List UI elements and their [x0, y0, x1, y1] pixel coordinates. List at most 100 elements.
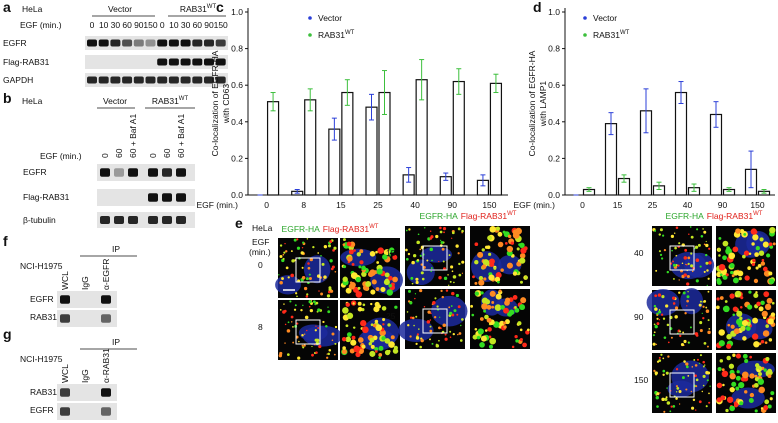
nucleus [420, 246, 453, 263]
signal-dot [416, 259, 420, 262]
signal-dot [705, 309, 710, 313]
label: Vector [103, 96, 127, 106]
signal-dot [445, 289, 449, 292]
signal-dot [295, 292, 298, 295]
signal-dot [297, 356, 301, 360]
signal-dot [764, 341, 768, 345]
signal-dot [661, 397, 665, 402]
signal-dot [358, 265, 362, 269]
signal-dot [708, 247, 711, 250]
signal-dot [752, 258, 756, 263]
signal-dot [300, 251, 304, 255]
label: 60 [122, 20, 132, 30]
signal-dot [440, 289, 443, 292]
signal-dot [751, 333, 759, 340]
signal-dot [729, 405, 735, 412]
signal-dot [748, 397, 754, 404]
signal-dot [329, 259, 333, 263]
signal-dot [703, 300, 707, 303]
blot-band [128, 216, 138, 224]
signal-dot [694, 374, 697, 378]
signal-dot [662, 373, 665, 376]
signal-dot [705, 261, 709, 265]
signal-dot [315, 341, 320, 346]
error-bar [456, 68, 462, 95]
signal-dot [345, 287, 352, 294]
signal-dot [702, 360, 706, 364]
signal-dot [342, 307, 349, 314]
signal-dot [755, 246, 760, 251]
signal-dot [658, 309, 661, 311]
signal-dot [748, 252, 752, 256]
signal-dot [730, 324, 735, 329]
signal-dot [307, 266, 311, 270]
label: 90 [448, 200, 458, 210]
signal-dot [672, 405, 676, 408]
signal-dot [407, 324, 410, 327]
signal-dot [461, 231, 463, 234]
signal-dot [678, 389, 682, 394]
signal-dot [753, 293, 759, 299]
signal-dot [667, 341, 670, 344]
label: Vector [108, 4, 132, 14]
signal-dot [719, 296, 724, 300]
signal-dot [694, 248, 696, 250]
signal-dot [452, 332, 455, 336]
signal-dot [426, 320, 431, 324]
signal-dot [701, 390, 703, 393]
blot-band [215, 58, 226, 66]
signal-dot [519, 328, 523, 332]
signal-dot [675, 385, 678, 388]
label: 15 [386, 248, 396, 258]
label: e [235, 215, 243, 231]
signal-dot [736, 370, 740, 374]
signal-dot [682, 291, 686, 295]
signal-dot [345, 302, 350, 307]
signal-dot [353, 249, 356, 252]
signal-dot [716, 297, 720, 301]
label: 150 [143, 20, 157, 30]
signal-dot [656, 360, 660, 363]
signal-dot [702, 305, 705, 308]
signal-dot [662, 234, 665, 237]
signal-dot [361, 265, 366, 271]
signal-dot [412, 254, 417, 258]
signal-dot [718, 340, 725, 347]
label: RAB31WT [593, 30, 630, 40]
label: 10 [169, 20, 179, 30]
signal-dot [314, 329, 317, 332]
signal-dot [290, 315, 294, 319]
signal-dot [359, 260, 364, 265]
signal-dot [674, 232, 676, 234]
signal-dot [735, 294, 738, 298]
label: NCI-H1975 [20, 354, 63, 364]
signal-dot [672, 277, 675, 280]
signal-dot [702, 384, 705, 387]
signal-dot [345, 336, 352, 343]
label: 0.4 [231, 117, 243, 127]
signal-dot [422, 265, 426, 269]
blot-band [162, 216, 172, 224]
signal-dot [420, 263, 424, 266]
signal-dot [755, 291, 758, 294]
label: 25 [386, 311, 396, 321]
signal-dot [342, 346, 346, 350]
signal-dot [683, 273, 687, 277]
signal-dot [503, 325, 507, 329]
signal-dot [678, 279, 680, 281]
signal-dot [303, 344, 306, 347]
signal-dot [292, 341, 295, 344]
signal-dot [760, 407, 764, 410]
signal-dot [740, 296, 744, 300]
signal-dot [357, 286, 361, 290]
signal-dot [419, 345, 422, 349]
signal-dot [278, 274, 280, 276]
label: 0 [580, 200, 585, 210]
signal-dot [515, 339, 519, 343]
bar [266, 101, 280, 196]
signal-dot [382, 254, 388, 260]
signal-dot [743, 232, 747, 236]
signal-dot [303, 286, 308, 291]
signal-dot [312, 300, 316, 304]
signal-dot [307, 262, 310, 265]
